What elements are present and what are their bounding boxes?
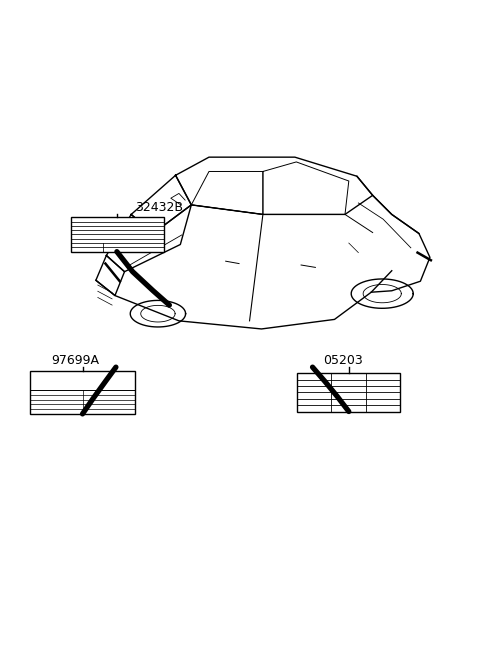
Bar [30,371,135,414]
Text: 05203: 05203 [323,354,362,367]
Bar [297,373,400,411]
Bar [71,217,164,252]
Text: 97699A: 97699A [51,354,99,367]
Text: 32432B: 32432B [135,201,183,215]
